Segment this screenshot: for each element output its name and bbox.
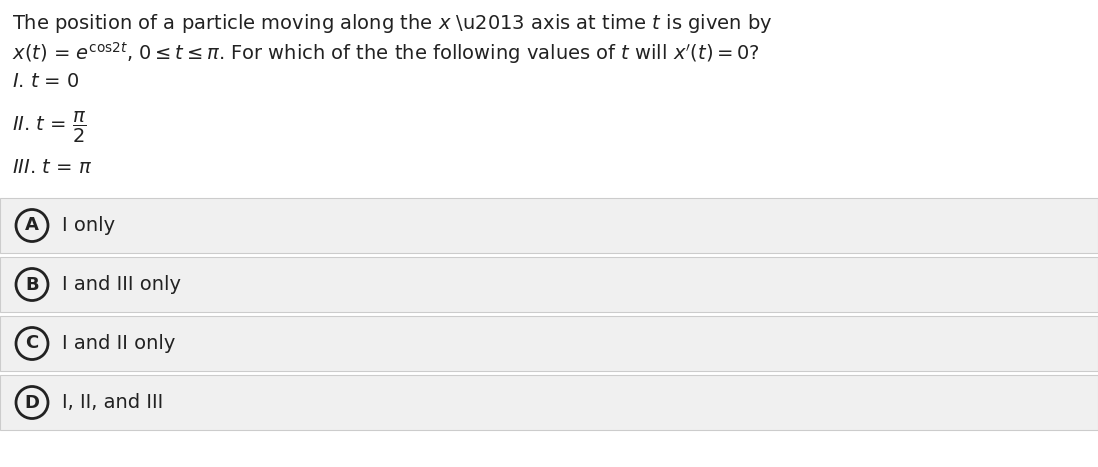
Text: D: D [24,394,40,411]
Text: $III$. $t$ = $\pi$: $III$. $t$ = $\pi$ [12,158,92,177]
Text: The position of a particle moving along the $x$ \u2013 axis at time $t$ is given: The position of a particle moving along … [12,12,773,35]
Text: $II$. $t$ = $\dfrac{\pi}{2}$: $II$. $t$ = $\dfrac{\pi}{2}$ [12,110,87,145]
Bar [0,316,1098,371]
Text: I and III only: I and III only [61,275,181,294]
Text: $x(t)$ = $e^{\mathregular{cos2}t}$, $0\leq t\leq \pi$. For which of the the foll: $x(t)$ = $e^{\mathregular{cos2}t}$, $0\l… [12,40,760,66]
Bar [0,198,1098,253]
Text: I and II only: I and II only [61,334,176,353]
Text: $I$. $t$ = 0: $I$. $t$ = 0 [12,72,79,91]
Bar [0,375,1098,430]
Text: C: C [25,334,38,353]
Text: A: A [25,217,38,234]
Bar [0,257,1098,312]
Text: B: B [25,276,38,293]
Text: I, II, and III: I, II, and III [61,393,164,412]
Text: I only: I only [61,216,115,235]
